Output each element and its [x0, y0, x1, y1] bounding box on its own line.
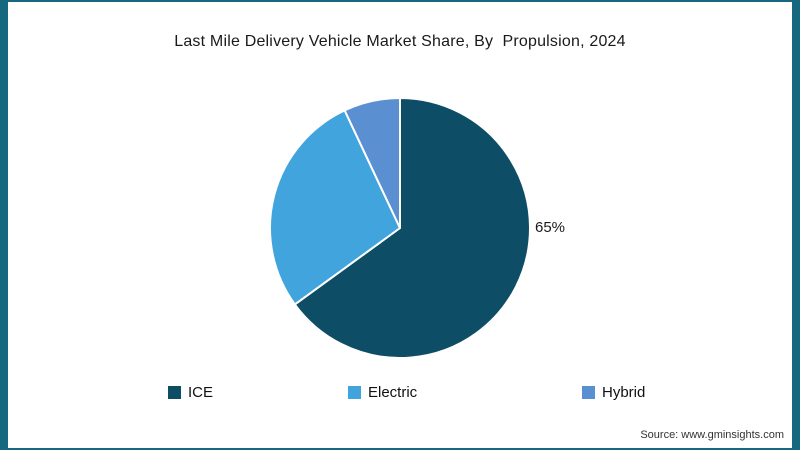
chart-title: Last Mile Delivery Vehicle Market Share,…: [174, 33, 626, 50]
pie-chart-svg: [269, 97, 531, 359]
pie-slice-electric: [269, 109, 401, 306]
legend-label-electric: Electric: [368, 384, 418, 401]
source-attribution: Source: www.gminsights.com: [640, 429, 784, 441]
legend-label-hybrid: Hybrid: [602, 384, 646, 401]
legend-label-ice: ICE: [188, 384, 214, 401]
legend-item-hybrid: Hybrid: [582, 384, 645, 401]
ice-percentage-label: 65%: [535, 219, 566, 236]
chart-legend: ICE Electric Hybrid: [0, 384, 800, 404]
legend-item-ice: ICE: [168, 384, 213, 401]
pie-chart: [264, 92, 536, 364]
pie-slice-hybrid: [343, 97, 401, 229]
legend-item-electric: Electric: [348, 384, 417, 401]
pie-slice-ice: [293, 97, 531, 359]
legend-swatch-hybrid: [582, 386, 595, 399]
legend-swatch-electric: [348, 386, 361, 399]
legend-swatch-ice: [168, 386, 181, 399]
